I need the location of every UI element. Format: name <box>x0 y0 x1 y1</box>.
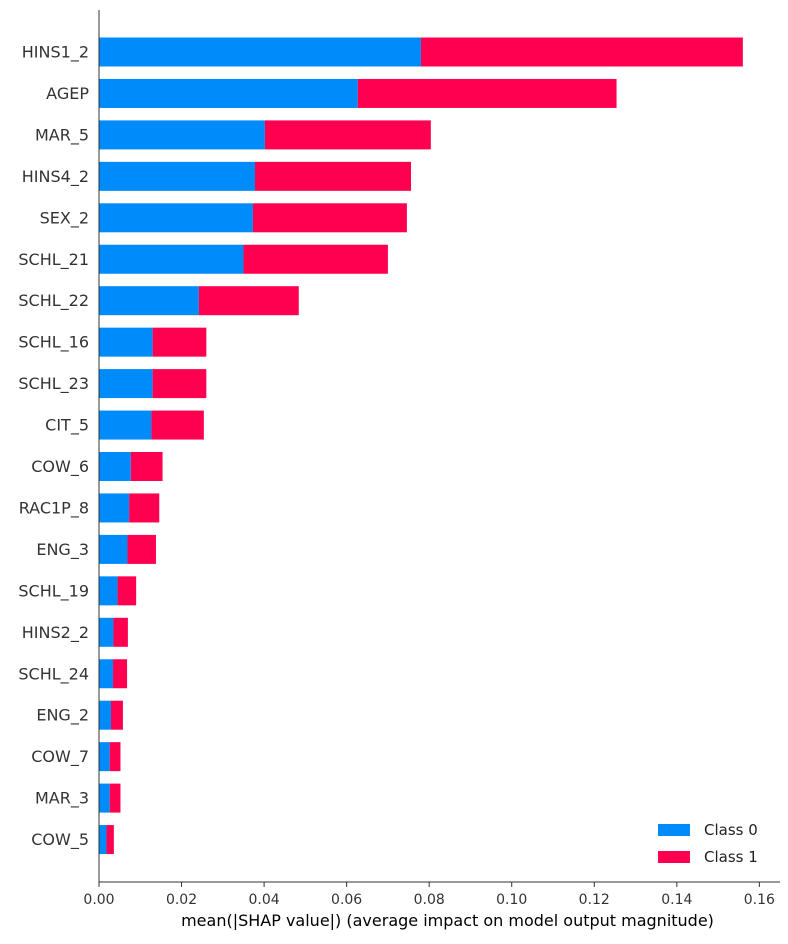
bar-mar-5-class-0 <box>99 120 265 150</box>
bar-hins4-2-class-1 <box>255 161 412 191</box>
bar-cow-5-class-1 <box>106 825 114 855</box>
bar-cow-7-class-1 <box>109 742 121 772</box>
bar-hins2-2-class-1 <box>113 617 128 647</box>
feature-label: SCHL_16 <box>18 333 89 353</box>
x-tick-label: 0.10 <box>496 892 527 908</box>
bar-schl-23-class-1 <box>152 369 207 399</box>
bar-cow-6-class-1 <box>130 452 163 481</box>
bar-mar-5-class-1 <box>264 120 431 150</box>
bar-schl-21-class-1 <box>243 244 388 274</box>
feature-label: MAR_3 <box>35 789 89 809</box>
x-tick-label: 0.14 <box>661 892 692 908</box>
feature-label: SCHL_23 <box>18 374 89 394</box>
bar-schl-23-class-0 <box>99 369 153 399</box>
bar-hins1-2-class-1 <box>420 37 743 67</box>
bar-schl-24-class-0 <box>99 659 114 689</box>
feature-label: CIT_5 <box>45 416 89 436</box>
bar-eng-3-class-1 <box>127 534 156 564</box>
bar-eng-2-class-1 <box>110 700 123 730</box>
bar-hins4-2-class-0 <box>99 161 256 191</box>
bar-cow-6-class-0 <box>99 452 131 481</box>
bar-hins2-2-class-0 <box>99 617 114 647</box>
bar-eng-2-class-0 <box>99 700 111 730</box>
bar-cit-5-class-1 <box>151 410 204 440</box>
bar-sex-2-class-0 <box>99 203 253 233</box>
x-tick-label: 0.02 <box>166 892 197 908</box>
feature-label: MAR_5 <box>35 125 89 145</box>
legend-swatch-class-0 <box>658 824 690 836</box>
bar-eng-3-class-0 <box>99 534 128 564</box>
x-tick-label: 0.16 <box>744 892 775 908</box>
bar-schl-16-class-1 <box>152 327 207 357</box>
bar-schl-24-class-1 <box>113 659 128 689</box>
bar-mar-3-class-1 <box>109 783 121 813</box>
bars-layer <box>99 37 743 855</box>
feature-label: SEX_2 <box>40 208 89 228</box>
bar-schl-22-class-1 <box>198 286 299 316</box>
feature-label: SCHL_19 <box>18 581 89 601</box>
bar-agep-class-0 <box>99 78 358 108</box>
bar-agep-class-1 <box>357 78 617 108</box>
bar-schl-16-class-0 <box>99 327 153 357</box>
feature-label: SCHL_24 <box>18 664 89 684</box>
feature-labels: HINS1_2 AGEP MAR_5 HINS4_2 SEX_2 SCHL_21 SCHL_… <box>18 43 89 851</box>
feature-label: ENG_3 <box>36 540 89 560</box>
bar-rac1p-8-class-0 <box>99 493 130 523</box>
feature-label: SCHL_22 <box>18 291 89 311</box>
bar-hins1-2-class-0 <box>99 37 421 67</box>
bar-schl-19-class-1 <box>117 576 137 606</box>
feature-label: RAC1P_8 <box>19 498 89 518</box>
feature-label: AGEP <box>46 84 89 103</box>
feature-label: HINS4_2 <box>22 167 89 187</box>
bar-schl-21-class-0 <box>99 244 244 274</box>
feature-label: HINS1_2 <box>22 43 89 63</box>
x-tick-label: 0.06 <box>331 892 362 908</box>
bar-mar-3-class-0 <box>99 783 110 813</box>
bar-rac1p-8-class-1 <box>129 493 160 523</box>
x-tick-label: 0.08 <box>414 892 445 908</box>
feature-label: COW_7 <box>31 747 89 767</box>
legend: Class 0 Class 1 <box>658 821 758 866</box>
bar-schl-19-class-0 <box>99 576 118 606</box>
feature-label: ENG_2 <box>36 706 89 726</box>
legend-swatch-class-1 <box>658 851 690 863</box>
legend-label-class-1: Class 1 <box>704 848 758 866</box>
bar-cit-5-class-0 <box>99 410 152 440</box>
x-tick-label: 0.00 <box>83 892 114 908</box>
x-axis-title: mean(|SHAP value|) (average impact on mo… <box>181 911 714 930</box>
x-tick-label: 0.12 <box>579 892 610 908</box>
bar-cow-7-class-0 <box>99 742 110 772</box>
feature-label: HINS2_2 <box>22 623 89 643</box>
bar-schl-22-class-0 <box>99 286 199 316</box>
x-tick-label: 0.04 <box>249 892 280 908</box>
feature-label: SCHL_21 <box>18 250 89 270</box>
bar-sex-2-class-1 <box>252 203 407 233</box>
legend-label-class-0: Class 0 <box>704 821 758 839</box>
x-axis-ticks: 0.00 0.02 0.04 0.06 0.08 0.10 0.12 0.14 0.16 <box>83 882 775 908</box>
feature-label: COW_5 <box>31 830 89 850</box>
bar-cow-5-class-0 <box>99 825 107 855</box>
feature-label: COW_6 <box>31 457 89 477</box>
